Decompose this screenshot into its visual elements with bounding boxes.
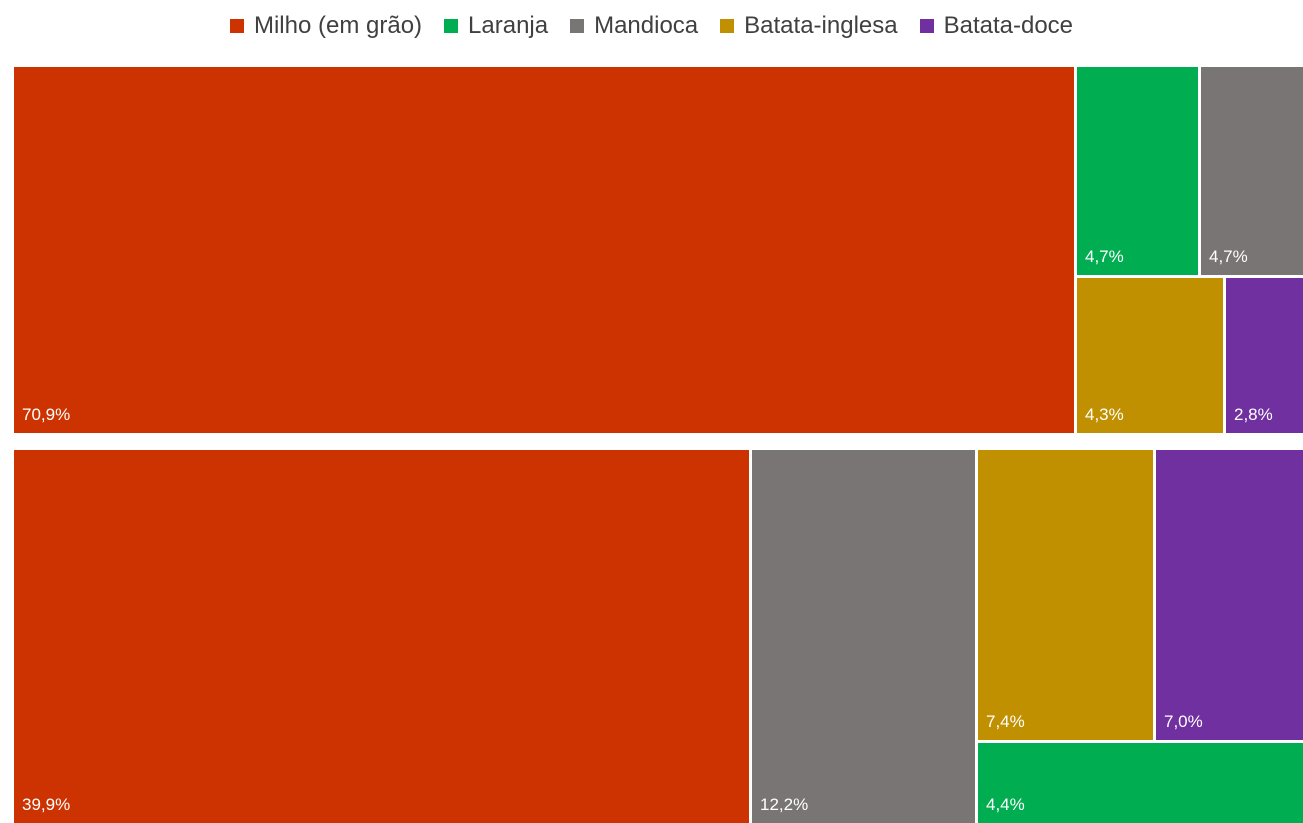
legend-label-batata-doce: Batata-doce	[943, 12, 1074, 39]
bottom-tile-laranja: 4,4%	[978, 743, 1303, 823]
legend-item-batata-doce: Batata-doce	[919, 12, 1074, 40]
legend-label-milho: Milho (em grão)	[253, 12, 423, 39]
legend-swatch-batata-doce	[919, 19, 934, 33]
legend-item-mandioca: Mandioca	[570, 12, 698, 40]
bottom-label-batata-doce: 7,0%	[1164, 712, 1203, 731]
top-tile-laranja: 4,7%	[1077, 67, 1198, 275]
top-tile-batata-doce: 2,8%	[1226, 278, 1303, 433]
chart-legend: Milho (em grão) Laranja Mandioca Batata-…	[0, 8, 1303, 44]
top-label-batata-inglesa: 4,3%	[1085, 405, 1124, 424]
bottom-tile-milho: 39,9%	[14, 450, 749, 823]
legend-swatch-laranja	[444, 19, 459, 33]
legend-item-milho: Milho (em grão)	[229, 12, 423, 40]
top-label-batata-doce: 2,8%	[1234, 405, 1273, 424]
legend-swatch-batata-inglesa	[720, 19, 735, 33]
bottom-label-milho: 39,9%	[22, 795, 71, 814]
bottom-label-laranja: 4,4%	[986, 795, 1025, 814]
legend-item-laranja: Laranja	[444, 12, 548, 40]
top-tile-batata-inglesa: 4,3%	[1077, 278, 1223, 433]
legend-item-batata-inglesa: Batata-inglesa	[720, 12, 898, 40]
legend-label-batata-inglesa: Batata-inglesa	[744, 12, 898, 39]
bottom-label-batata-inglesa: 7,4%	[986, 712, 1025, 731]
legend-swatch-milho	[229, 19, 244, 33]
bottom-label-mandioca: 12,2%	[760, 795, 809, 814]
bottom-tile-batata-doce: 7,0%	[1156, 450, 1303, 740]
legend-label-laranja: Laranja	[468, 12, 549, 39]
top-label-laranja: 4,7%	[1085, 247, 1124, 266]
top-tile-mandioca: 4,7%	[1201, 67, 1303, 275]
bottom-tile-mandioca: 12,2%	[752, 450, 975, 823]
bottom-tile-batata-inglesa: 7,4%	[978, 450, 1153, 740]
top-label-mandioca: 4,7%	[1209, 247, 1248, 266]
legend-swatch-mandioca	[570, 19, 585, 33]
top-tile-milho: 70,9%	[14, 67, 1074, 433]
legend-label-mandioca: Mandioca	[594, 12, 699, 39]
top-label-milho: 70,9%	[22, 405, 71, 424]
